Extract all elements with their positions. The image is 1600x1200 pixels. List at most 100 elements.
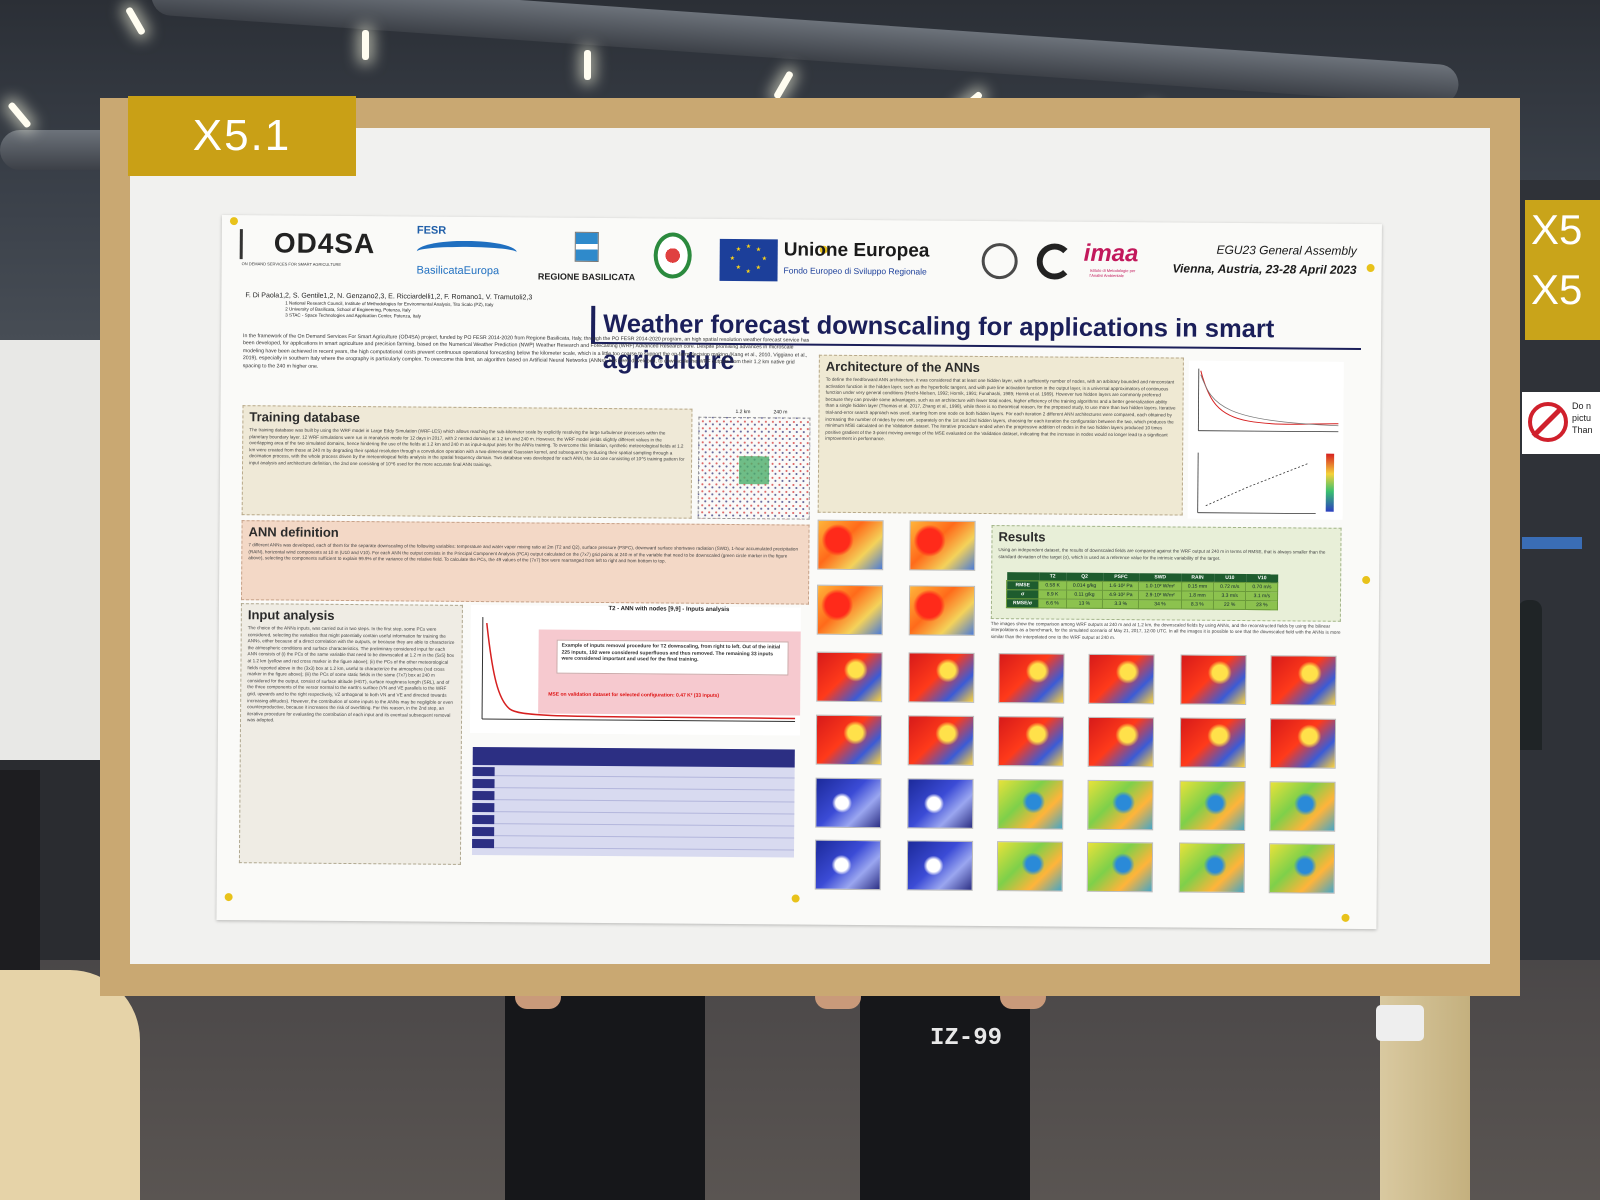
- table-cell: 4.9·10² Pa: [1102, 590, 1140, 600]
- map-thumbnail: [996, 841, 1064, 892]
- map-thumbnail: [1269, 781, 1336, 832]
- map-thumbnail: [1179, 717, 1247, 769]
- round-table: [0, 970, 140, 1200]
- italian-emblem-icon: [653, 232, 692, 279]
- training-database-section: Training database The training database …: [241, 405, 693, 519]
- architecture-section: Architecture of the ANNs To define the f…: [817, 354, 1184, 516]
- no-photo-text: Do n pictu Than: [1572, 400, 1593, 436]
- column-header: RAIN: [1181, 573, 1214, 583]
- column-header: SWD: [1139, 573, 1182, 583]
- table-row: [472, 814, 795, 827]
- table-row: [472, 802, 795, 815]
- section-body: To define the feedforward ANN architectu…: [825, 376, 1176, 442]
- table-row: RMSE/σ 6.6 % 13 % 3.3 % 34 % 8.3 % 22 % …: [1006, 598, 1278, 610]
- table-cell: 13 %: [1066, 599, 1103, 609]
- section-heading: Architecture of the ANNs: [825, 358, 980, 375]
- cnr-logo-icon: [1036, 243, 1073, 280]
- section-body: The training database was built by using…: [249, 427, 685, 468]
- table-cell: 0.70 m/s: [1245, 582, 1279, 592]
- column-header: [1006, 572, 1039, 581]
- conference-info: EGU23 General Assembly Vienna, Austria, …: [1167, 242, 1357, 277]
- map-thumbnail: [816, 584, 884, 636]
- table-cell: 0.11 g/kg: [1066, 590, 1103, 600]
- table-cell: 8.9 K: [1038, 589, 1067, 600]
- column-header: Q2: [1066, 572, 1103, 582]
- table-cell: 0.014 g/kg: [1066, 581, 1103, 591]
- input-analysis-section: Input analysis The choice of the ANNs in…: [238, 603, 463, 865]
- regione-basilicata-logo: REGIONE BASILICATA: [536, 231, 636, 285]
- section-body: Using an independent dataset, the result…: [998, 547, 1326, 561]
- distant-person: [1518, 600, 1542, 750]
- table-cell: 1.0·10² W/m²: [1139, 581, 1182, 592]
- map-thumbnail: [816, 651, 883, 703]
- person-legs-left: [505, 980, 705, 1200]
- map-thumbnail: [815, 714, 883, 766]
- map-thumbnail: [1178, 842, 1246, 894]
- ceiling-light: [584, 50, 591, 80]
- ceiling-light: [362, 30, 369, 60]
- table-row: [472, 790, 795, 803]
- table-header: [472, 746, 795, 768]
- column-header: U10: [1213, 573, 1246, 583]
- board-number: X5.1: [128, 96, 356, 176]
- map-thumbnail: [1087, 716, 1155, 768]
- table-cell: 3.1 m/s: [1245, 591, 1279, 601]
- table-cell: 2.9·10² W/m²: [1138, 590, 1182, 601]
- poster: OD4SA ON DEMAND SERVICES FOR SMART AGRIC…: [216, 215, 1382, 930]
- pushpin: [224, 893, 233, 902]
- conference-place-date: Vienna, Austria, 23-28 April 2023: [1172, 261, 1357, 277]
- neighbor-board-sign: X5 X5: [1525, 200, 1600, 340]
- example-callout-text: Example of inputs removal procedure for …: [556, 639, 789, 676]
- table-row: [472, 778, 795, 791]
- map-thumbnail: [1268, 843, 1336, 894]
- logo-row: OD4SA ON DEMAND SERVICES FOR SMART AGRIC…: [221, 215, 1382, 299]
- table-cell: 0.72 m/s: [1213, 582, 1246, 592]
- affiliation: 3 STAC - Space Technologies and Applicat…: [285, 312, 421, 319]
- map-thumbnail: [1088, 653, 1155, 705]
- grid-points-figure: [697, 416, 811, 520]
- map-thumbnail: [1270, 655, 1337, 706]
- map-thumbnail: [997, 779, 1064, 830]
- map-thumbnail: [997, 716, 1065, 767]
- table-cell: 1.8 mm: [1181, 591, 1214, 601]
- wheat-icon: [239, 229, 266, 260]
- architecture-figure: [1187, 360, 1344, 520]
- table-cell: 6.6 %: [1038, 598, 1067, 609]
- od4sa-logo: OD4SA: [273, 227, 376, 260]
- column-header: V10: [1245, 574, 1279, 583]
- intro-paragraph: In the framework of the On Demand Servic…: [242, 333, 810, 370]
- results-table: T2 Q2 PSFC SWD RAIN U10 V10 RMSE 0.58 K …: [1006, 572, 1279, 610]
- od4sa-tagline: ON DEMAND SERVICES FOR SMART AGRICULTURE: [241, 261, 342, 267]
- table-row: [472, 766, 795, 779]
- imaa-logo: imaa: [1083, 239, 1139, 268]
- map-thumbnail: [907, 778, 974, 829]
- map-thumbnail: [998, 653, 1065, 704]
- results-note: The images show the comparison among WRF…: [990, 621, 1341, 640]
- regional-flag-icon: [574, 231, 599, 262]
- regione-label: REGIONE BASILICATA: [537, 271, 636, 283]
- pants-print: IZ-99: [930, 1025, 1003, 1052]
- section-heading: Training database: [249, 409, 361, 426]
- table-cell: 3.3 %: [1102, 599, 1139, 609]
- table-row: [472, 838, 795, 851]
- fesr-subtitle: BasilicataEuropa: [416, 264, 500, 278]
- y-axis: [481, 617, 484, 720]
- section-heading: ANN definition: [248, 524, 339, 540]
- fesr-logo: FESR BasilicataEuropa: [416, 225, 521, 282]
- mse-curve-figure: [469, 604, 801, 736]
- pushpin: [1362, 575, 1371, 585]
- inputs-table: [471, 746, 795, 858]
- section-heading: Input analysis: [247, 607, 335, 623]
- conference-name: EGU23 General Assembly: [1216, 242, 1357, 258]
- map-thumbnail: [815, 777, 882, 829]
- no-photo-line: pictu: [1572, 413, 1592, 423]
- map-thumbnail: [906, 840, 974, 891]
- section-body: The choice of the ANNs inputs, was carri…: [247, 625, 455, 723]
- floor: [0, 960, 1600, 1200]
- map-thumbnail: [909, 520, 976, 571]
- table-cell: 0.58 K: [1038, 580, 1067, 591]
- table-cell: 23 %: [1245, 600, 1278, 610]
- fesr-title: FESR: [416, 224, 447, 237]
- row-header: RMSE/σ: [1006, 598, 1039, 608]
- table-cell: 0.15 mm: [1181, 582, 1214, 592]
